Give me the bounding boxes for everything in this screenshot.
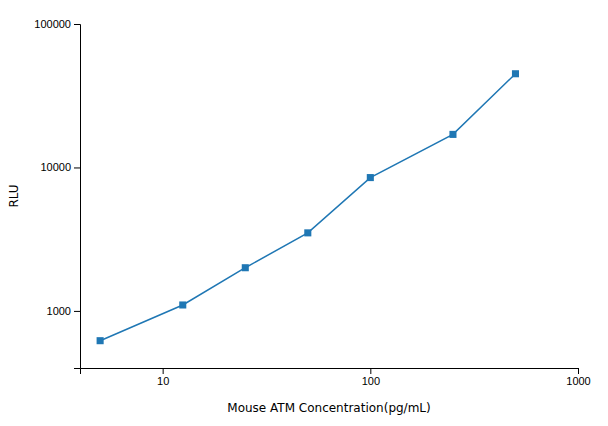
y-tick: 1000	[47, 305, 80, 317]
chart: 10 100 1000 1000 10000 100000 Mouse ATM Concen…	[0, 0, 608, 426]
y-tick-mark	[74, 167, 80, 168]
y-tick-label: 10000	[40, 161, 71, 173]
x-axis-title: Mouse ATM Concentration(pg/mL)	[227, 401, 430, 415]
x-tick-mark	[370, 368, 371, 374]
x-tick-label: 100	[362, 375, 380, 387]
x-tick-label: 1000	[566, 375, 590, 387]
point	[449, 131, 456, 138]
point	[512, 70, 519, 77]
x-tick-mark	[578, 368, 579, 374]
line	[100, 74, 515, 341]
y-tick: 100000	[34, 18, 80, 30]
point	[97, 337, 104, 344]
point	[367, 174, 374, 181]
x-axis-line	[81, 369, 579, 375]
y-axis: 1000 10000 100000	[34, 18, 80, 368]
y-tick-label: 100000	[34, 18, 71, 30]
x-tick-label: 10	[157, 375, 169, 387]
x-tick: 10	[157, 368, 169, 387]
y-tick-label: 1000	[47, 305, 71, 317]
y-tick-mark	[74, 24, 80, 25]
x-axis: 10 100 1000	[81, 368, 591, 387]
plot: 10 100 1000 1000 10000 100000 Mouse ATM Concen…	[7, 18, 591, 415]
y-tick-mark	[74, 311, 80, 312]
x-tick: 100	[362, 368, 380, 387]
point	[304, 229, 311, 236]
y-axis-line	[74, 25, 81, 369]
y-tick: 10000	[40, 161, 80, 173]
x-tick: 1000	[566, 368, 590, 387]
marks	[97, 70, 519, 344]
y-axis-title: RLU	[7, 184, 21, 207]
point	[179, 301, 186, 308]
point	[242, 264, 249, 271]
x-tick-mark	[163, 368, 164, 374]
